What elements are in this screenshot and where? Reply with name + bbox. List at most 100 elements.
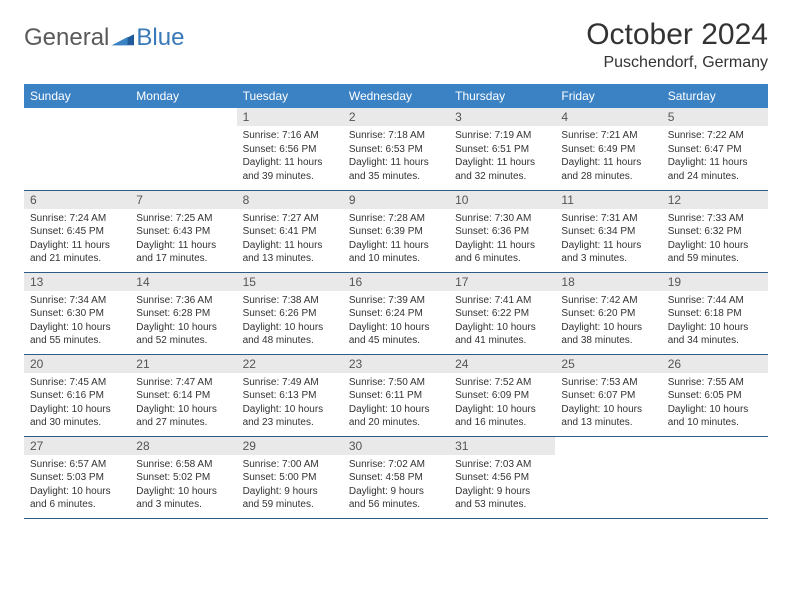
day-body: Sunrise: 7:19 AMSunset: 6:51 PMDaylight:… <box>449 126 555 187</box>
calendar-table: SundayMondayTuesdayWednesdayThursdayFrid… <box>24 84 768 519</box>
sunset-text: Sunset: 6:24 PM <box>349 307 443 321</box>
calendar-week-row: 1Sunrise: 7:16 AMSunset: 6:56 PMDaylight… <box>24 108 768 190</box>
sunset-text: Sunset: 6:49 PM <box>561 143 655 157</box>
day-body: Sunrise: 7:39 AMSunset: 6:24 PMDaylight:… <box>343 291 449 352</box>
day-number: 18 <box>555 273 661 291</box>
weekday-header: Saturday <box>662 84 768 108</box>
sunrise-text: Sunrise: 7:24 AM <box>30 212 124 226</box>
calendar-day-cell: 31Sunrise: 7:03 AMSunset: 4:56 PMDayligh… <box>449 436 555 518</box>
calendar-week-row: 20Sunrise: 7:45 AMSunset: 6:16 PMDayligh… <box>24 354 768 436</box>
day-number: 31 <box>449 437 555 455</box>
weekday-header: Sunday <box>24 84 130 108</box>
brand-part2: Blue <box>136 24 184 52</box>
daylight-text: Daylight: 10 hours and 45 minutes. <box>349 321 443 348</box>
day-number: 16 <box>343 273 449 291</box>
sunrise-text: Sunrise: 7:47 AM <box>136 376 230 390</box>
sunset-text: Sunset: 6:53 PM <box>349 143 443 157</box>
daylight-text: Daylight: 11 hours and 13 minutes. <box>243 239 337 266</box>
day-number: 27 <box>24 437 130 455</box>
calendar-day-cell <box>24 108 130 190</box>
calendar-day-cell: 23Sunrise: 7:50 AMSunset: 6:11 PMDayligh… <box>343 354 449 436</box>
day-number: 5 <box>662 108 768 126</box>
calendar-day-cell: 6Sunrise: 7:24 AMSunset: 6:45 PMDaylight… <box>24 190 130 272</box>
day-body: Sunrise: 7:42 AMSunset: 6:20 PMDaylight:… <box>555 291 661 352</box>
sunset-text: Sunset: 6:56 PM <box>243 143 337 157</box>
day-number: 10 <box>449 191 555 209</box>
sunset-text: Sunset: 6:30 PM <box>30 307 124 321</box>
day-body: Sunrise: 7:27 AMSunset: 6:41 PMDaylight:… <box>237 209 343 270</box>
sunrise-text: Sunrise: 7:27 AM <box>243 212 337 226</box>
calendar-day-cell: 5Sunrise: 7:22 AMSunset: 6:47 PMDaylight… <box>662 108 768 190</box>
weekday-header: Thursday <box>449 84 555 108</box>
day-number: 14 <box>130 273 236 291</box>
day-number: 23 <box>343 355 449 373</box>
day-body: Sunrise: 7:22 AMSunset: 6:47 PMDaylight:… <box>662 126 768 187</box>
header: General Blue October 2024 Puschendorf, G… <box>24 18 768 72</box>
day-body: Sunrise: 7:44 AMSunset: 6:18 PMDaylight:… <box>662 291 768 352</box>
day-body: Sunrise: 7:25 AMSunset: 6:43 PMDaylight:… <box>130 209 236 270</box>
daylight-text: Daylight: 11 hours and 24 minutes. <box>668 156 762 183</box>
daylight-text: Daylight: 11 hours and 35 minutes. <box>349 156 443 183</box>
day-body: Sunrise: 7:24 AMSunset: 6:45 PMDaylight:… <box>24 209 130 270</box>
sunrise-text: Sunrise: 7:25 AM <box>136 212 230 226</box>
day-number: 15 <box>237 273 343 291</box>
sunrise-text: Sunrise: 7:22 AM <box>668 129 762 143</box>
calendar-day-cell: 25Sunrise: 7:53 AMSunset: 6:07 PMDayligh… <box>555 354 661 436</box>
day-number: 7 <box>130 191 236 209</box>
sunrise-text: Sunrise: 7:31 AM <box>561 212 655 226</box>
calendar-day-cell <box>555 436 661 518</box>
sunrise-text: Sunrise: 7:18 AM <box>349 129 443 143</box>
sunset-text: Sunset: 6:16 PM <box>30 389 124 403</box>
daylight-text: Daylight: 10 hours and 6 minutes. <box>30 485 124 512</box>
sunrise-text: Sunrise: 7:16 AM <box>243 129 337 143</box>
brand-flag-icon <box>112 28 134 46</box>
daylight-text: Daylight: 11 hours and 39 minutes. <box>243 156 337 183</box>
sunset-text: Sunset: 6:20 PM <box>561 307 655 321</box>
day-body: Sunrise: 6:58 AMSunset: 5:02 PMDaylight:… <box>130 455 236 516</box>
day-body: Sunrise: 7:31 AMSunset: 6:34 PMDaylight:… <box>555 209 661 270</box>
sunrise-text: Sunrise: 7:28 AM <box>349 212 443 226</box>
sunrise-text: Sunrise: 7:02 AM <box>349 458 443 472</box>
calendar-day-cell: 17Sunrise: 7:41 AMSunset: 6:22 PMDayligh… <box>449 272 555 354</box>
day-number: 8 <box>237 191 343 209</box>
sunset-text: Sunset: 6:07 PM <box>561 389 655 403</box>
day-body: Sunrise: 7:28 AMSunset: 6:39 PMDaylight:… <box>343 209 449 270</box>
sunset-text: Sunset: 6:32 PM <box>668 225 762 239</box>
day-body: Sunrise: 7:47 AMSunset: 6:14 PMDaylight:… <box>130 373 236 434</box>
sunrise-text: Sunrise: 7:33 AM <box>668 212 762 226</box>
sunset-text: Sunset: 6:47 PM <box>668 143 762 157</box>
day-body: Sunrise: 7:02 AMSunset: 4:58 PMDaylight:… <box>343 455 449 516</box>
weekday-header: Tuesday <box>237 84 343 108</box>
day-body: Sunrise: 7:33 AMSunset: 6:32 PMDaylight:… <box>662 209 768 270</box>
calendar-day-cell: 2Sunrise: 7:18 AMSunset: 6:53 PMDaylight… <box>343 108 449 190</box>
day-body: Sunrise: 7:34 AMSunset: 6:30 PMDaylight:… <box>24 291 130 352</box>
day-number: 22 <box>237 355 343 373</box>
calendar-day-cell: 24Sunrise: 7:52 AMSunset: 6:09 PMDayligh… <box>449 354 555 436</box>
day-number: 17 <box>449 273 555 291</box>
daylight-text: Daylight: 10 hours and 13 minutes. <box>561 403 655 430</box>
calendar-day-cell: 10Sunrise: 7:30 AMSunset: 6:36 PMDayligh… <box>449 190 555 272</box>
calendar-day-cell: 13Sunrise: 7:34 AMSunset: 6:30 PMDayligh… <box>24 272 130 354</box>
sunrise-text: Sunrise: 7:49 AM <box>243 376 337 390</box>
calendar-day-cell: 28Sunrise: 6:58 AMSunset: 5:02 PMDayligh… <box>130 436 236 518</box>
sunrise-text: Sunrise: 7:34 AM <box>30 294 124 308</box>
daylight-text: Daylight: 11 hours and 10 minutes. <box>349 239 443 266</box>
daylight-text: Daylight: 11 hours and 6 minutes. <box>455 239 549 266</box>
daylight-text: Daylight: 9 hours and 56 minutes. <box>349 485 443 512</box>
day-number: 11 <box>555 191 661 209</box>
daylight-text: Daylight: 10 hours and 59 minutes. <box>668 239 762 266</box>
day-number: 28 <box>130 437 236 455</box>
day-body: Sunrise: 7:00 AMSunset: 5:00 PMDaylight:… <box>237 455 343 516</box>
sunset-text: Sunset: 6:14 PM <box>136 389 230 403</box>
day-number: 25 <box>555 355 661 373</box>
sunset-text: Sunset: 6:43 PM <box>136 225 230 239</box>
daylight-text: Daylight: 10 hours and 27 minutes. <box>136 403 230 430</box>
daylight-text: Daylight: 10 hours and 3 minutes. <box>136 485 230 512</box>
daylight-text: Daylight: 9 hours and 53 minutes. <box>455 485 549 512</box>
calendar-day-cell: 14Sunrise: 7:36 AMSunset: 6:28 PMDayligh… <box>130 272 236 354</box>
daylight-text: Daylight: 10 hours and 38 minutes. <box>561 321 655 348</box>
day-body: Sunrise: 7:18 AMSunset: 6:53 PMDaylight:… <box>343 126 449 187</box>
calendar-day-cell: 22Sunrise: 7:49 AMSunset: 6:13 PMDayligh… <box>237 354 343 436</box>
sunrise-text: Sunrise: 7:30 AM <box>455 212 549 226</box>
calendar-day-cell: 4Sunrise: 7:21 AMSunset: 6:49 PMDaylight… <box>555 108 661 190</box>
